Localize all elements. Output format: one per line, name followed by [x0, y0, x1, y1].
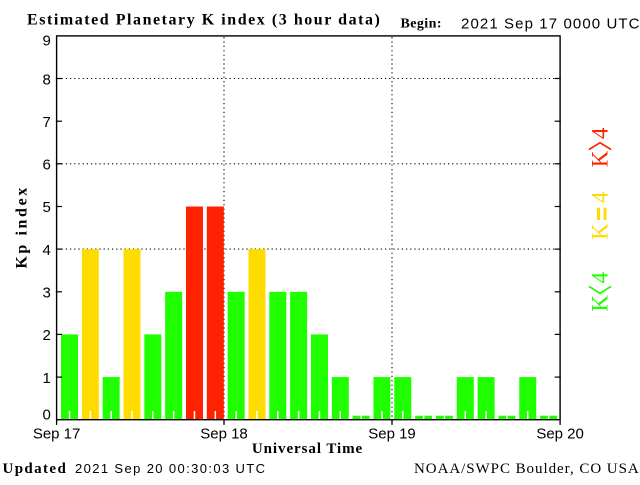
- svg-text:Estimated Planetary K index (3: Estimated Planetary K index (3 hour data…: [27, 12, 381, 29]
- svg-text:7: 7: [42, 114, 50, 131]
- svg-text:2021 Sep 17 0000 UTC: 2021 Sep 17 0000 UTC: [461, 16, 640, 33]
- svg-text:4: 4: [42, 242, 50, 259]
- svg-text:8: 8: [42, 71, 50, 88]
- svg-text:Kp index: Kp index: [14, 185, 31, 269]
- svg-text:0: 0: [42, 407, 50, 424]
- svg-text:4: 4: [588, 191, 613, 203]
- svg-text:6: 6: [42, 157, 50, 174]
- svg-text:Sep 19: Sep 19: [368, 425, 416, 442]
- svg-text:K: K: [588, 150, 613, 167]
- svg-text:1: 1: [42, 370, 50, 387]
- svg-text:2: 2: [42, 327, 50, 344]
- svg-text:Begin:: Begin:: [401, 17, 442, 32]
- svg-text:Sep 17: Sep 17: [33, 425, 81, 442]
- svg-text:3: 3: [42, 285, 50, 302]
- svg-text:9: 9: [42, 33, 50, 50]
- svg-text:2021 Sep 20 00:30:03 UTC: 2021 Sep 20 00:30:03 UTC: [75, 461, 266, 476]
- svg-text:K: K: [588, 295, 613, 312]
- svg-text:4: 4: [588, 127, 613, 139]
- svg-text:Sep 20: Sep 20: [536, 425, 584, 442]
- svg-text:Sep 18: Sep 18: [200, 425, 248, 442]
- svg-text:Universal Time: Universal Time: [252, 441, 363, 457]
- svg-text:NOAA/SWPC Boulder, CO USA: NOAA/SWPC Boulder, CO USA: [414, 461, 640, 477]
- svg-text:5: 5: [42, 199, 50, 216]
- svg-text:K: K: [588, 223, 613, 240]
- svg-text:4: 4: [588, 272, 613, 284]
- svg-text:Updated: Updated: [3, 461, 68, 477]
